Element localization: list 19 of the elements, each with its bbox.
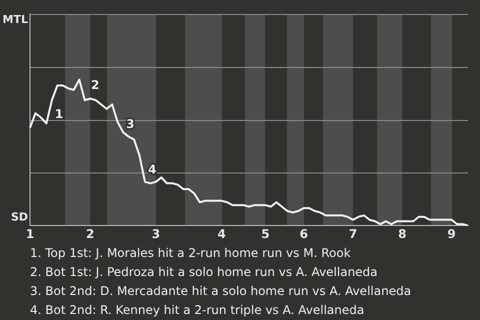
text: 4. Bot 2nd: R. Kenney hit a 2-run triple vs A. Avellaneda — [30, 302, 366, 319]
x-tick-label: 8 — [398, 226, 406, 241]
text: MTL — [2, 12, 28, 26]
x-tick-label: 3 — [152, 226, 160, 241]
x-tick-label: 6 — [300, 226, 308, 241]
text: 1. Top 1st: J. Morales hit a 2-run home run vs M. Rook — [30, 245, 352, 262]
text: SD — [10, 210, 28, 224]
x-tick-label: 5 — [261, 226, 270, 241]
x-tick-label: 1 — [26, 226, 34, 241]
annotation: 1 — [54, 106, 64, 121]
text: 3. Bot 2nd: D. Mercadante hit a solo home run vs A. Avellaneda — [30, 283, 412, 300]
annotation: 4 — [148, 162, 156, 177]
x-tick-label: 2 — [86, 226, 94, 241]
x-tick-label: 9 — [447, 226, 456, 241]
x-tick-label: 4 — [217, 226, 226, 241]
text: 2. Bot 1st: J. Pedroza hit a solo home run vs A. Avellaneda — [30, 264, 379, 281]
annotation: 2 — [91, 78, 100, 92]
annotation: 3 — [126, 117, 134, 132]
x-tick-label: 7 — [348, 226, 358, 241]
